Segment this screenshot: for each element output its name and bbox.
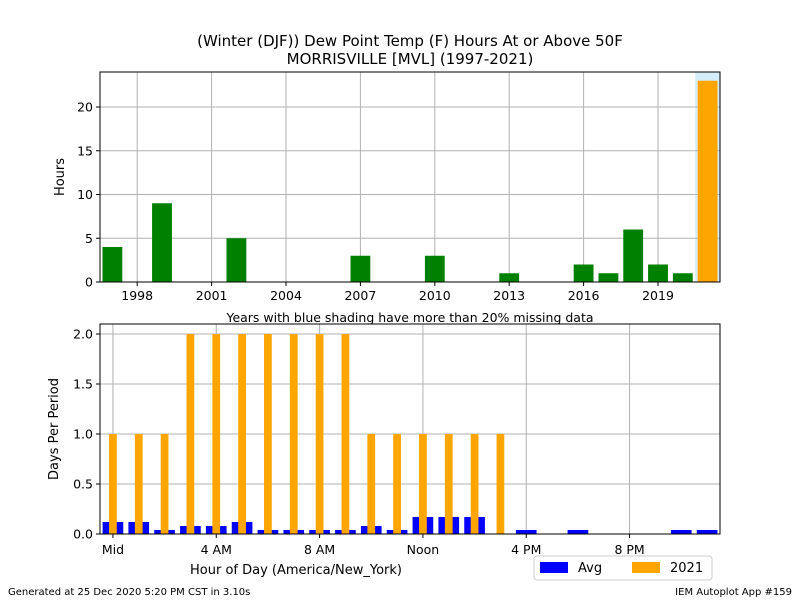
avg-bar-22 xyxy=(670,530,692,534)
year-bar-2020 xyxy=(672,273,693,282)
hourly-days-plot: Mid 4 AM 8 AM Noon 4 PM 8 PM 0.0 0.5 1.0 1.5 2.0 Da… xyxy=(47,323,721,557)
top-ytick-label-15: 15 xyxy=(77,143,93,158)
legend: Avg 2021 xyxy=(533,555,713,581)
footer-app: IEM Autoplot App #159 xyxy=(675,587,792,598)
bottom-xtick-label-8: 8 AM xyxy=(304,542,335,557)
top-xtick-label-1998: 1998 xyxy=(121,288,153,303)
top-ytick-label-5: 5 xyxy=(85,231,93,246)
bar-2021-8 xyxy=(315,334,324,534)
bar-2021-4 xyxy=(212,334,221,534)
year-bar-2016 xyxy=(573,264,594,282)
top-xtick-label-2010: 2010 xyxy=(419,288,451,303)
bottom-y-axis-label: Days Per Period xyxy=(47,378,62,480)
bottom-ytick-label-1.5: 1.5 xyxy=(73,377,93,392)
bar-2021-3 xyxy=(186,334,195,534)
legend-label-2021: 2021 xyxy=(670,561,703,576)
bottom-ytick-label-0: 0.0 xyxy=(73,527,93,542)
year-bar-2019 xyxy=(648,264,668,282)
year-bar-2010 xyxy=(424,255,445,282)
top-plot-frame xyxy=(99,71,721,283)
bar-2021-0 xyxy=(109,434,117,534)
bottom-xtick-label-4: 4 AM xyxy=(201,542,232,557)
bottom-plot-frame xyxy=(99,323,721,535)
top-y-axis-label: Hours xyxy=(53,158,68,196)
bar-2021-9 xyxy=(341,334,350,534)
bottom-xtick-label-16: 4 PM xyxy=(511,542,541,557)
top-xtick-label-2001: 2001 xyxy=(196,288,228,303)
top-ytick-label-20: 20 xyxy=(77,100,93,115)
footer-generated: Generated at 25 Dec 2020 5:20 PM CST in … xyxy=(8,587,250,598)
bar-2021-10 xyxy=(367,434,376,534)
bar-2021-15 xyxy=(496,434,505,534)
year-bar-1997 xyxy=(102,247,123,282)
year-bar-2007 xyxy=(350,255,371,282)
bar-2021-5 xyxy=(238,334,246,534)
top-ytick-label-0: 0 xyxy=(85,275,93,290)
bar-2021-11 xyxy=(393,434,401,534)
avg-bar-16 xyxy=(515,530,537,534)
bottom-xtick-label-12: Noon xyxy=(407,542,440,557)
legend-swatch-2021 xyxy=(632,562,660,573)
chart-title-line2: MORRISVILLE [MVL] (1997-2021) xyxy=(287,50,534,68)
bottom-ytick-label-1: 1.0 xyxy=(73,427,93,442)
year-bar-2013 xyxy=(499,273,520,282)
bar-2021-7 xyxy=(289,334,298,534)
year-bar-2018 xyxy=(623,229,644,282)
avg-bar-18 xyxy=(567,530,589,534)
legend-swatch-avg xyxy=(540,562,568,573)
bottom-xtick-label-20: 8 PM xyxy=(614,542,644,557)
bar-2021-12 xyxy=(419,434,427,534)
missing-data-note: Years with blue shading have more than 2… xyxy=(225,310,593,325)
top-xtick-label-2016: 2016 xyxy=(568,288,600,303)
top-ytick-label-10: 10 xyxy=(77,187,93,202)
legend-frame xyxy=(533,555,713,581)
avg-bar-23 xyxy=(696,530,718,534)
bar-2021-14 xyxy=(470,434,479,534)
year-bar-1999 xyxy=(152,203,172,282)
top-xtick-label-2007: 2007 xyxy=(344,288,376,303)
chart-title-line1: (Winter (DJF)) Dew Point Temp (F) Hours … xyxy=(197,32,623,50)
bar-2021-13 xyxy=(444,434,453,534)
bar-2021-6 xyxy=(264,334,272,534)
bottom-ytick-label-0.5: 0.5 xyxy=(73,477,93,492)
yearly-hours-plot: 1998 2001 2004 2007 2010 2013 2016 2019 0 5 10 15 20… xyxy=(53,71,721,303)
year-bar-2017 xyxy=(598,273,619,282)
year-bar-2021 xyxy=(697,80,718,282)
top-xtick-label-2013: 2013 xyxy=(493,288,525,303)
bottom-xtick-label-0: Mid xyxy=(102,542,124,557)
bar-2021-2 xyxy=(160,434,169,534)
bottom-x-axis-label: Hour of Day (America/New_York) xyxy=(190,563,402,578)
top-xtick-label-2019: 2019 xyxy=(642,288,674,303)
legend-label-avg: Avg xyxy=(578,561,602,576)
bottom-ytick-label-2: 2.0 xyxy=(73,327,93,342)
bar-2021-1 xyxy=(134,434,143,534)
top-xtick-label-2004: 2004 xyxy=(270,288,302,303)
year-bar-2002 xyxy=(226,238,247,282)
